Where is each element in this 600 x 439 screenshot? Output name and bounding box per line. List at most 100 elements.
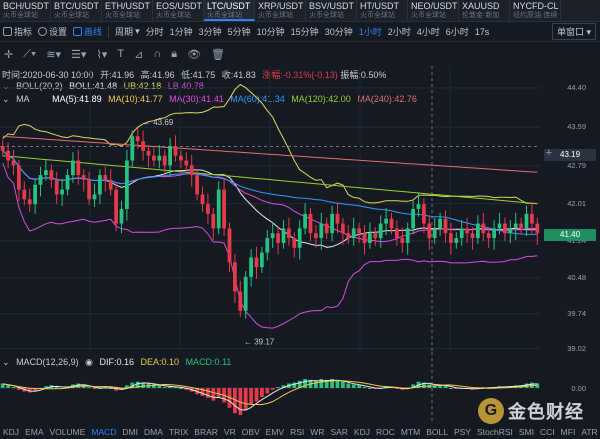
period-option[interactable]: 5分钟 bbox=[227, 27, 251, 37]
symbol-tab-nycfd-cl[interactable]: NYCFD-CL 纽约原油·连续 bbox=[510, 0, 561, 21]
indicator-tab-atr[interactable]: ATR bbox=[581, 427, 598, 437]
indicator-tab-psy[interactable]: PSY bbox=[453, 427, 471, 437]
boll-toggle-icon[interactable]: ⌄ bbox=[2, 81, 10, 91]
text-tool-icon[interactable]: T bbox=[117, 48, 125, 60]
indicator-tab-kdj[interactable]: KDJ bbox=[3, 427, 20, 437]
fib-tool-icon[interactable]: ☰▾ bbox=[71, 48, 87, 61]
draw-button[interactable]: 画线 bbox=[70, 25, 105, 38]
macd-bar bbox=[362, 387, 367, 389]
window-mode-select[interactable]: 单窗口 ▾ bbox=[551, 23, 596, 40]
period-option[interactable]: 17s bbox=[474, 26, 490, 37]
indicator-tab-trix[interactable]: TRIX bbox=[168, 427, 189, 437]
indicator-tab-emv[interactable]: EMV bbox=[265, 427, 285, 437]
indicator-tab-smi[interactable]: SMI bbox=[518, 427, 535, 437]
macd-chart[interactable] bbox=[0, 352, 600, 424]
macd-bar bbox=[351, 384, 356, 388]
candle-body bbox=[265, 238, 270, 253]
period-option[interactable]: 6小时 bbox=[445, 27, 469, 37]
macd-bar bbox=[125, 385, 129, 388]
eye-icon[interactable]: ◉ bbox=[85, 357, 93, 367]
indicator-button[interactable]: 指标 bbox=[0, 25, 35, 38]
indicator-tab-mtm[interactable]: MTM bbox=[400, 427, 421, 437]
period-option[interactable]: 10分钟 bbox=[256, 27, 285, 37]
candle-body bbox=[308, 213, 313, 234]
toolbar-right: 单窗口 ▾ bbox=[551, 23, 600, 40]
magnet-icon[interactable]: ∩ bbox=[153, 48, 162, 60]
ma-toggle-icon[interactable]: ⌄ bbox=[2, 94, 10, 104]
macd-axis-label: 0.00 bbox=[571, 384, 586, 393]
symbol-tab-eth-usdt[interactable]: ETH/USDT 火币全球站 bbox=[102, 0, 153, 21]
period-option[interactable]: 30分钟 bbox=[324, 27, 353, 37]
indicator-tab-sar[interactable]: SAR bbox=[330, 427, 348, 437]
indicator-tab-dma[interactable]: DMA bbox=[144, 427, 163, 437]
macd-toggle-icon[interactable]: ⌄ bbox=[2, 357, 10, 367]
period-option[interactable]: 4小时 bbox=[416, 27, 440, 37]
indicator-tab-vr[interactable]: VR bbox=[223, 427, 236, 437]
symbol-tab-neo-usdt[interactable]: NEO/USDT 火币全球站 bbox=[408, 0, 459, 21]
channel-tool-icon[interactable]: ≋▾ bbox=[46, 48, 62, 61]
price-axis-label: 42.79 bbox=[567, 160, 586, 170]
period-option[interactable]: 15分钟 bbox=[290, 27, 319, 37]
macd-bar bbox=[254, 388, 259, 402]
symbol-tab-ht-usdt[interactable]: HT/USDT 火币全球站 bbox=[357, 0, 408, 21]
indicator-tab-stochrsi[interactable]: StochRSI bbox=[477, 427, 513, 437]
candle-body bbox=[71, 160, 75, 176]
candle-body bbox=[238, 291, 243, 311]
macd-bar bbox=[141, 382, 145, 388]
settings-button[interactable]: 设置 bbox=[35, 25, 70, 38]
indicator-tab-wr[interactable]: WR bbox=[310, 427, 325, 437]
candle-body bbox=[233, 262, 237, 292]
watermark-logo: G bbox=[478, 398, 504, 424]
macd-bar bbox=[422, 382, 426, 388]
indicator-tab-mfi[interactable]: MFI bbox=[560, 427, 576, 437]
candle-body bbox=[465, 228, 469, 234]
measure-tool-icon[interactable]: ⊿ bbox=[134, 48, 144, 61]
pattern-tool-icon[interactable]: ⌇▾ bbox=[96, 48, 108, 61]
indicator-tab-rsi[interactable]: RSI bbox=[290, 427, 305, 437]
indicator-tab-cci[interactable]: CCI bbox=[540, 427, 555, 437]
period-option[interactable]: 2小时 bbox=[387, 27, 411, 37]
line-tool-icon[interactable]: ⟋▾ bbox=[23, 47, 37, 60]
symbol-tab-bch-usdt[interactable]: BCH/USDT 火币全球站 bbox=[0, 0, 51, 21]
high-annotation: ← 43.69 bbox=[143, 118, 174, 127]
symbol-tab-eos-usdt[interactable]: EOS/USDT 火币全球站 bbox=[153, 0, 204, 21]
macd-info: ⌄ MACD(12,26,9) ◉ DIF:0.16 DEA:0.10 MACD… bbox=[2, 357, 235, 368]
cursor-icon[interactable]: ✛ bbox=[4, 48, 14, 61]
symbol-tab-btc-usdt[interactable]: BTC/USDT 火币全球站 bbox=[51, 0, 102, 21]
gear-icon bbox=[38, 27, 48, 36]
period-list: 分时 1分钟 3分钟 5分钟 10分钟 15分钟 30分钟 1小时 2小时 4小时 6小时 17s bbox=[143, 25, 493, 38]
period-option[interactable]: 分时 bbox=[145, 27, 164, 37]
symbol-tab-bsv-usdt[interactable]: BSV/USDT 火币全球站 bbox=[306, 0, 357, 21]
lock-icon[interactable]: 🔒︎ bbox=[171, 47, 178, 60]
candle-body bbox=[335, 213, 340, 224]
indicator-tab-obv[interactable]: OBV bbox=[241, 427, 260, 437]
indicator-tab-boll[interactable]: BOLL bbox=[426, 427, 448, 437]
trash-icon[interactable]: 🗑︎ bbox=[211, 48, 225, 61]
macd-bar bbox=[44, 386, 48, 388]
symbol-tab-xrp-usdt[interactable]: XRP/USDT 火币全球站 bbox=[255, 0, 306, 21]
symbol-tab-xauusd[interactable]: XAUUSD 伦敦金·新加 bbox=[459, 0, 510, 21]
indicator-tab-ema[interactable]: EMA bbox=[25, 427, 44, 437]
macd-bar bbox=[438, 384, 442, 388]
candle-body bbox=[346, 233, 351, 239]
symbol-tab-ltc-usdt[interactable]: LTC/USDT 火币全球站 bbox=[204, 0, 255, 21]
low-annotation: ← 39.17 bbox=[244, 337, 275, 346]
macd-macd-value: MACD:0.11 bbox=[185, 357, 232, 367]
period-option[interactable]: 1小时 bbox=[358, 27, 382, 37]
indicator-tab-macd[interactable]: MACD bbox=[91, 427, 117, 437]
indicator-tab-dmi[interactable]: DMI bbox=[122, 427, 139, 437]
indicator-tab-volume[interactable]: VOLUME bbox=[49, 427, 86, 437]
period-option[interactable]: 1分钟 bbox=[169, 27, 193, 37]
period-option[interactable]: 3分钟 bbox=[198, 27, 222, 37]
price-chart[interactable]: ← 43.69 ← 39.17 bbox=[0, 66, 600, 352]
candle-body bbox=[389, 218, 394, 229]
symbol-exchange: 火币全球站 bbox=[360, 12, 395, 19]
candle-body bbox=[195, 175, 199, 195]
eye-icon[interactable]: 👁︎ bbox=[187, 48, 202, 61]
indicator-tab-brar[interactable]: BRAR bbox=[194, 427, 218, 437]
indicator-tab-kdj[interactable]: KDJ bbox=[353, 427, 370, 437]
indicator-tab-roc[interactable]: ROC bbox=[375, 427, 395, 437]
candle-body bbox=[438, 218, 442, 229]
candle-body bbox=[497, 223, 502, 229]
candle-body bbox=[108, 179, 113, 190]
